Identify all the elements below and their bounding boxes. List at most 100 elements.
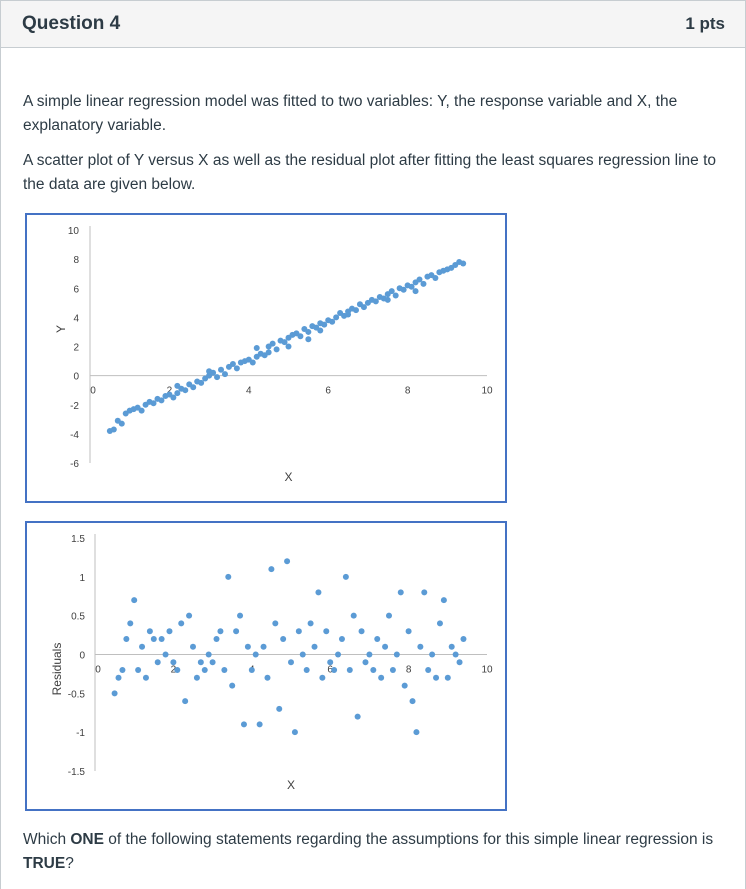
data-point [260,643,267,650]
y-tick-label: 6 [73,284,79,295]
x-tick-label: 6 [327,665,333,676]
data-point [352,307,359,314]
data-point [150,400,157,407]
data-point [138,407,145,414]
data-point [237,612,244,619]
data-point [198,379,205,386]
question-points: 1 pts [685,14,725,33]
data-point [158,397,165,404]
y-tick-label: 2 [73,343,79,354]
data-point [229,360,236,367]
data-point [400,286,407,293]
prompt-bold-true: TRUE [23,855,66,872]
y-tick-label: 1 [79,573,85,584]
data-point [397,589,404,596]
x-tick-label: 2 [171,665,177,676]
prompt-text-1: Which [23,831,71,848]
data-point [393,651,400,658]
data-point [374,635,381,642]
data-point [170,659,177,666]
data-point [382,643,389,650]
data-point [409,698,416,705]
data-point [127,620,134,627]
data-point [142,674,149,681]
data-point [182,698,189,705]
data-point [115,674,122,681]
scatter-plot-y-vs-x: 10 8 6 4 2 0 -2 -4 -6 0 2 4 6 8 10 X Y [25,213,507,503]
data-point [303,667,310,674]
data-point [205,651,212,658]
data-point [264,674,271,681]
data-point [350,612,357,619]
data-point [131,597,138,604]
data-point [354,713,361,720]
data-point [190,384,197,391]
y-tick-label: 4 [73,313,79,324]
data-point [174,667,181,674]
data-point [405,628,412,635]
data-point [317,327,324,334]
y-tick-label: 8 [73,255,79,266]
residual-plot: 1.510.50-0.5-1-1.50246810XResiduals [25,521,507,811]
prompt-text-2: of the following statements regarding th… [103,831,714,848]
question-prompt: Which ONE of the following statements re… [23,828,728,876]
question-paragraph-1: A simple linear regression model was fit… [23,93,678,134]
data-point [412,288,419,295]
residual-plot-svg: 1.510.50-0.5-1-1.50246810XResiduals [50,534,493,792]
data-point [265,349,272,356]
data-point [135,667,142,674]
data-point [170,394,177,401]
data-point [299,651,306,658]
data-point [269,340,276,347]
data-point [248,667,255,674]
data-point [240,721,247,728]
data-point [338,635,345,642]
x-axis-label: X [284,470,292,484]
data-point [429,651,436,658]
data-point [201,667,208,674]
data-point [285,343,292,350]
y-tick-label: -6 [70,459,79,470]
data-point [378,674,385,681]
data-point [386,612,392,619]
x-tick-label: 0 [90,386,96,397]
data-point [444,674,451,681]
data-point [174,382,181,389]
data-point [158,635,165,642]
x-tick-label: 2 [167,386,173,397]
y-tick-label: -1.5 [68,767,86,778]
data-point [319,674,326,681]
data-point [323,628,330,635]
y-tick-label: 1.5 [71,534,85,545]
data-point [178,620,185,627]
data-point [139,643,146,650]
data-point [166,628,173,635]
data-point [401,682,408,689]
data-point [358,628,365,635]
data-point [221,371,228,378]
data-point [392,292,399,299]
data-point [213,635,220,642]
data-point [268,566,275,573]
data-point [456,659,463,666]
x-tick-label: 0 [95,665,101,676]
data-point [253,344,260,351]
x-tick-label: 10 [481,386,493,397]
data-point [244,643,251,650]
data-point [333,314,340,321]
data-point [291,729,298,736]
data-point [346,667,353,674]
data-point [420,280,427,287]
question-title: Question 4 [22,13,121,34]
x-tick-label: 8 [405,386,411,397]
data-point [284,558,291,565]
data-point [321,321,328,328]
data-point [307,620,314,627]
prompt-bold-one: ONE [70,831,104,848]
data-point [256,721,263,728]
data-point [311,643,318,650]
data-point [345,311,352,318]
data-point [329,318,336,325]
data-point [218,366,225,373]
